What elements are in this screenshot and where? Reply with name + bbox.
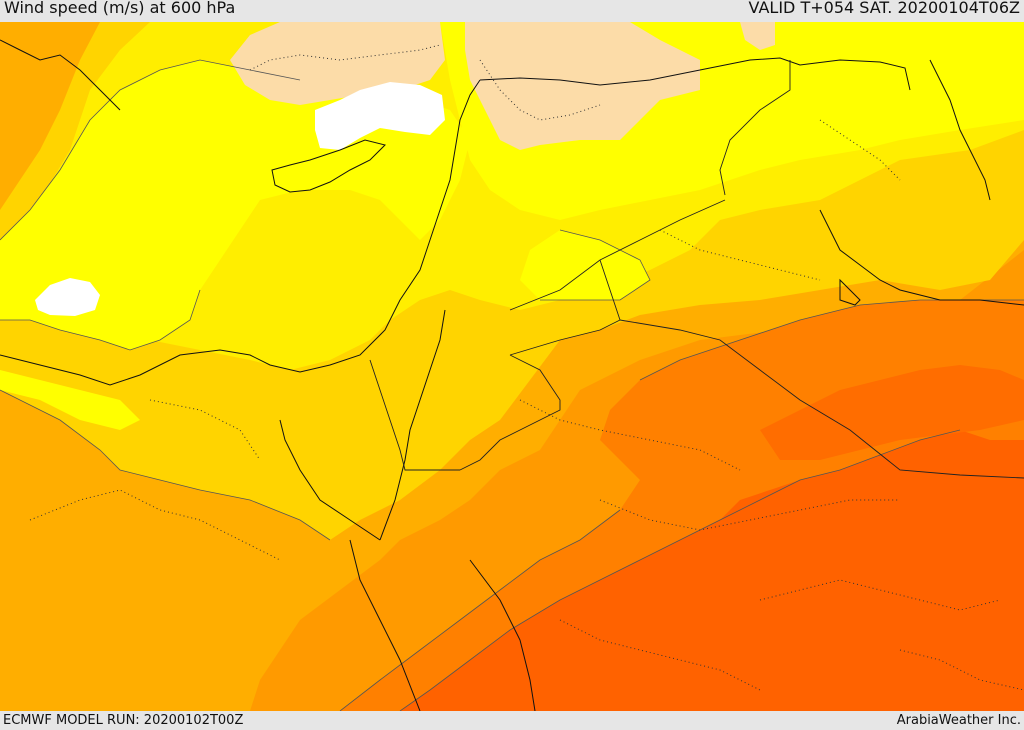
valid-time: VALID T+054 SAT. 20200104T06Z bbox=[748, 0, 1020, 17]
band-peach-islet bbox=[740, 22, 775, 50]
contour-lines bbox=[0, 59, 1024, 711]
band-red-orange-east bbox=[760, 365, 1024, 460]
coastlines bbox=[0, 39, 1024, 711]
band-bright-yellow-east bbox=[520, 230, 650, 300]
band-white-west bbox=[35, 278, 100, 316]
map-title: Wind speed (m/s) at 600 hPa bbox=[4, 0, 236, 17]
band-peach-north-east bbox=[465, 22, 700, 150]
band-bright-yellow-strip bbox=[0, 370, 140, 430]
model-run: ECMWF MODEL RUN: 20200102T00Z bbox=[3, 713, 244, 728]
band-red-orange bbox=[400, 430, 1024, 711]
wind-speed-map[interactable] bbox=[0, 22, 1024, 711]
header-bar: Wind speed (m/s) at 600 hPa VALID T+054 … bbox=[0, 0, 1024, 22]
band-white-north bbox=[315, 82, 445, 150]
country-borders bbox=[369, 60, 1024, 479]
admin-boundaries bbox=[29, 44, 1024, 691]
footer-bar: ECMWF MODEL RUN: 20200102T00Z ArabiaWeat… bbox=[0, 711, 1024, 729]
credit-label: ArabiaWeather Inc. bbox=[896, 713, 1021, 728]
